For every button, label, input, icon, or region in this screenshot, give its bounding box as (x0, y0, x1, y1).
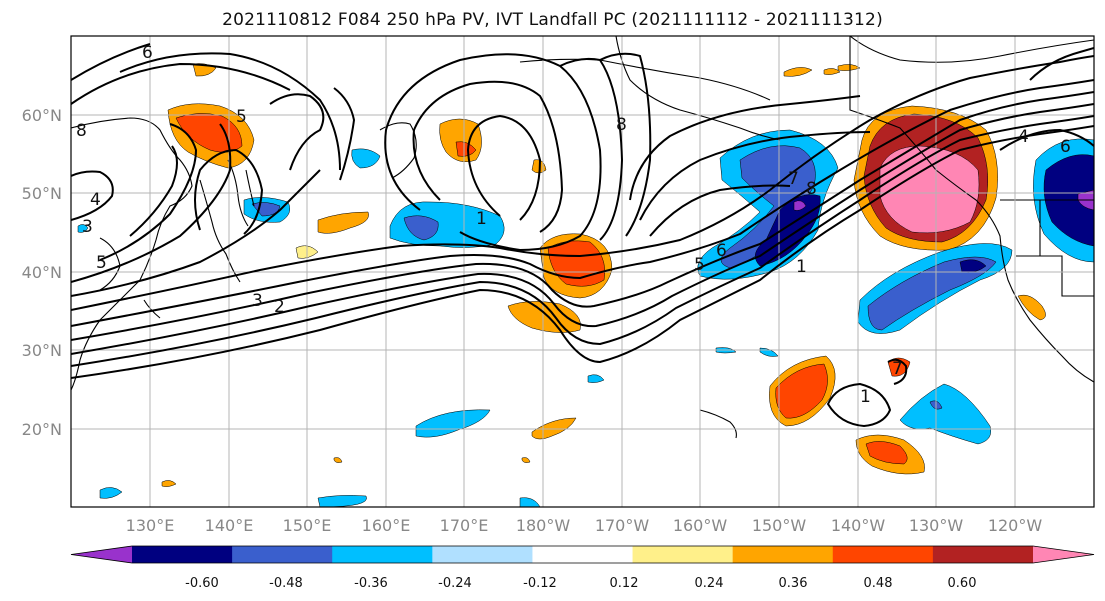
positive-anomaly-region (775, 363, 828, 419)
lon-label: 170°W (595, 516, 650, 535)
contour-label: 4 (90, 190, 101, 210)
lon-label: 150°E (283, 516, 332, 535)
colorbar-segment (432, 546, 533, 563)
colorbar-outline (70, 545, 1095, 564)
colorbar-extension-high (1033, 546, 1094, 563)
colorbar-tick-label: 0.24 (695, 576, 724, 591)
positive-anomaly-region (455, 141, 477, 157)
contour-labels: 6 5 8 4 3 5 3 2 1 8 7 8 6 5 1 1 4 6 7 (76, 43, 1071, 407)
colorbar-tick-label: 0.36 (779, 576, 808, 591)
negative-anomaly-region (77, 224, 89, 233)
contour-label: 3 (252, 291, 263, 311)
lat-label: 50°N (22, 184, 62, 203)
positive-anomaly-region (1017, 294, 1046, 321)
positive-anomaly-region (521, 457, 531, 463)
contour-label: 8 (806, 179, 817, 199)
positive-anomaly-region (175, 113, 243, 153)
colorbar-segment (732, 546, 834, 563)
map-panel: 6 5 8 4 3 5 3 2 1 8 7 8 6 5 1 1 4 6 7 (71, 36, 1094, 507)
lon-label: 160°E (362, 516, 411, 535)
contour-label: 5 (694, 255, 705, 275)
contour-label: 1 (796, 257, 807, 277)
contour-label: 4 (1018, 127, 1029, 147)
negative-anomaly-region (99, 487, 123, 499)
colorbar-tick-label: 0.48 (864, 576, 893, 591)
contour-label: 6 (1060, 137, 1071, 157)
colorbar-segments (70, 545, 1095, 564)
positive-anomaly-region (865, 441, 908, 465)
colorbar-tick-labels: -0.60 -0.48 -0.36 -0.24 -0.12 0.12 0.24 … (185, 576, 976, 591)
contour-label: 1 (476, 209, 487, 229)
contour-label: 8 (76, 121, 87, 141)
longitude-labels: 130°E 140°E 150°E 160°E 170°E 180°W 170°… (126, 516, 1043, 535)
positive-anomaly-region (333, 457, 343, 463)
pv-contours (71, 43, 1094, 428)
contour-label: 2 (274, 297, 285, 317)
map-title: 2021110812 F084 250 hPa PV, IVT Landfall… (222, 10, 883, 30)
negative-anomaly-region (351, 148, 381, 169)
contour-label: 5 (96, 253, 107, 273)
contour-label: 6 (142, 43, 153, 63)
lon-label: 130°E (126, 516, 175, 535)
map-frame (70, 35, 1095, 508)
lat-label: 30°N (22, 341, 62, 360)
contour-label: 1 (860, 387, 871, 407)
contour-label: 3 (82, 217, 93, 237)
negative-anomaly-region (519, 497, 541, 507)
positive-anomaly-region (837, 64, 861, 71)
positive-anomaly-region (161, 480, 177, 487)
lat-label: 40°N (22, 263, 62, 282)
negative-anomaly-region (867, 256, 997, 331)
colorbar-segment (232, 546, 333, 563)
lon-label: 140°E (205, 516, 254, 535)
lon-label: 150°W (752, 516, 807, 535)
colorbar-extension-low (71, 546, 132, 563)
contour-label: 7 (892, 359, 903, 379)
latitude-labels: 60°N 50°N 40°N 30°N 20°N (22, 106, 62, 439)
colorbar-tick-label: -0.24 (438, 576, 472, 591)
colorbar-tick-label: -0.12 (523, 576, 557, 591)
contour-label: 7 (788, 169, 799, 189)
colorbar-tick-label: 0.12 (610, 576, 639, 591)
negative-anomaly-region (403, 215, 439, 241)
colorbar-segment (332, 546, 433, 563)
negative-anomaly-region (415, 409, 491, 438)
contour-label: 8 (616, 115, 627, 135)
graticule (71, 36, 1094, 507)
contour-label: 5 (236, 107, 247, 127)
lon-label: 130°W (909, 516, 964, 535)
colorbar-segment (632, 546, 734, 563)
positive-anomaly-region (823, 68, 841, 75)
lon-label: 170°E (440, 516, 489, 535)
colorbar-tick-label: -0.60 (185, 576, 219, 591)
lon-label: 140°W (831, 516, 886, 535)
colorbar: -0.60 -0.48 -0.36 -0.24 -0.12 0.12 0.24 … (70, 545, 1095, 591)
negative-anomaly-region (587, 374, 605, 383)
lon-label: 160°W (673, 516, 728, 535)
colorbar-tick-label: -0.48 (269, 576, 303, 591)
colorbar-segment (532, 546, 634, 563)
positive-anomaly-region (887, 357, 911, 377)
colorbar-segment (932, 546, 1034, 563)
lon-label: 120°W (988, 516, 1043, 535)
lat-label: 20°N (22, 420, 62, 439)
positive-anomaly-region (783, 67, 813, 77)
positive-anomaly-region (317, 211, 369, 234)
lon-label: 180°W (516, 516, 571, 535)
colorbar-segment (132, 546, 233, 563)
colorbar-tick-label: 0.60 (948, 576, 977, 591)
colorbar-segment (832, 546, 934, 563)
lat-label: 60°N (22, 106, 62, 125)
contour-label: 6 (716, 241, 727, 261)
negative-anomaly-region (793, 200, 807, 211)
colorbar-tick-label: -0.36 (354, 576, 388, 591)
coastlines (71, 36, 1094, 439)
